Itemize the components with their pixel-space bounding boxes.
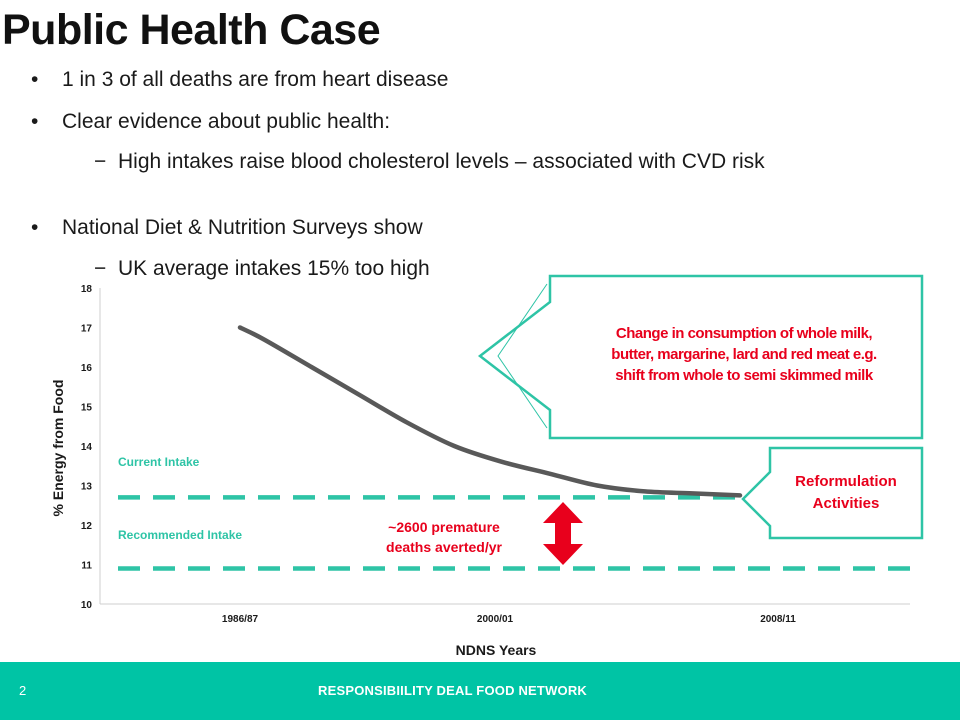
footer-bar: 2 RESPONSIBIILITY DEAL FOOD NETWORK bbox=[0, 662, 960, 720]
y-tick-label: 13 bbox=[81, 482, 93, 493]
gap-annotation-line2: deaths averted/yr bbox=[386, 539, 502, 555]
y-axis-label: % Energy from Food bbox=[50, 380, 66, 517]
y-tick-label: 11 bbox=[81, 561, 92, 572]
x-tick-label: 1986/87 bbox=[222, 614, 259, 625]
double-arrow-icon bbox=[543, 502, 583, 565]
callout-inner-edge bbox=[497, 283, 548, 429]
y-tick-labels: 10 11 12 13 14 15 16 17 18 bbox=[81, 284, 93, 611]
consumption-callout-line1: Change in consumption of whole milk, bbox=[616, 325, 873, 342]
y-tick-label: 14 bbox=[81, 442, 93, 453]
bullet-heart-disease: 1 in 3 of all deaths are from heart dise… bbox=[31, 68, 448, 92]
x-tick-labels: 1986/87 2000/01 2008/11 bbox=[222, 614, 796, 625]
y-tick-label: 17 bbox=[81, 324, 93, 335]
gap-annotation-line1: ~2600 premature bbox=[388, 519, 500, 535]
consumption-callout-line3: shift from whole to semi skimmed milk bbox=[615, 367, 874, 384]
x-axis-label: NDNS Years bbox=[456, 642, 537, 658]
current-intake-label: Current Intake bbox=[118, 455, 200, 469]
subbullet-cholesterol: High intakes raise blood cholesterol lev… bbox=[94, 148, 858, 175]
reformulation-callout-arrow bbox=[741, 446, 924, 540]
y-tick-label: 15 bbox=[81, 403, 93, 414]
y-tick-label: 18 bbox=[81, 284, 93, 295]
slide-title: Public Health Case bbox=[2, 6, 381, 54]
reformulation-callout-line2: Activities bbox=[813, 495, 880, 512]
intake-series-line bbox=[237, 325, 743, 498]
x-tick-label: 2000/01 bbox=[477, 614, 514, 625]
y-tick-label: 10 bbox=[81, 600, 93, 611]
footer-title: RESPONSIBIILITY DEAL FOOD NETWORK bbox=[318, 683, 588, 698]
recommended-intake-label: Recommended Intake bbox=[118, 528, 242, 542]
bullet-ndns: National Diet & Nutrition Surveys show bbox=[31, 216, 423, 240]
bullet-clear-evidence: Clear evidence about public health: bbox=[31, 110, 390, 134]
y-tick-label: 16 bbox=[81, 363, 93, 374]
consumption-callout-line2: butter, margarine, lard and red meat e.g… bbox=[611, 346, 877, 363]
intake-chart: 10 11 12 13 14 15 16 17 18 1986/87 2000/01 2008/11… bbox=[50, 274, 924, 658]
consumption-callout-arrow bbox=[477, 274, 924, 440]
y-tick-label: 12 bbox=[81, 521, 93, 532]
page-number: 2 bbox=[19, 683, 27, 698]
subbullet-uk-intakes: UK average intakes 15% too high bbox=[94, 255, 858, 282]
x-tick-label: 2008/11 bbox=[760, 614, 796, 625]
reformulation-callout-line1: Reformulation bbox=[795, 473, 897, 490]
